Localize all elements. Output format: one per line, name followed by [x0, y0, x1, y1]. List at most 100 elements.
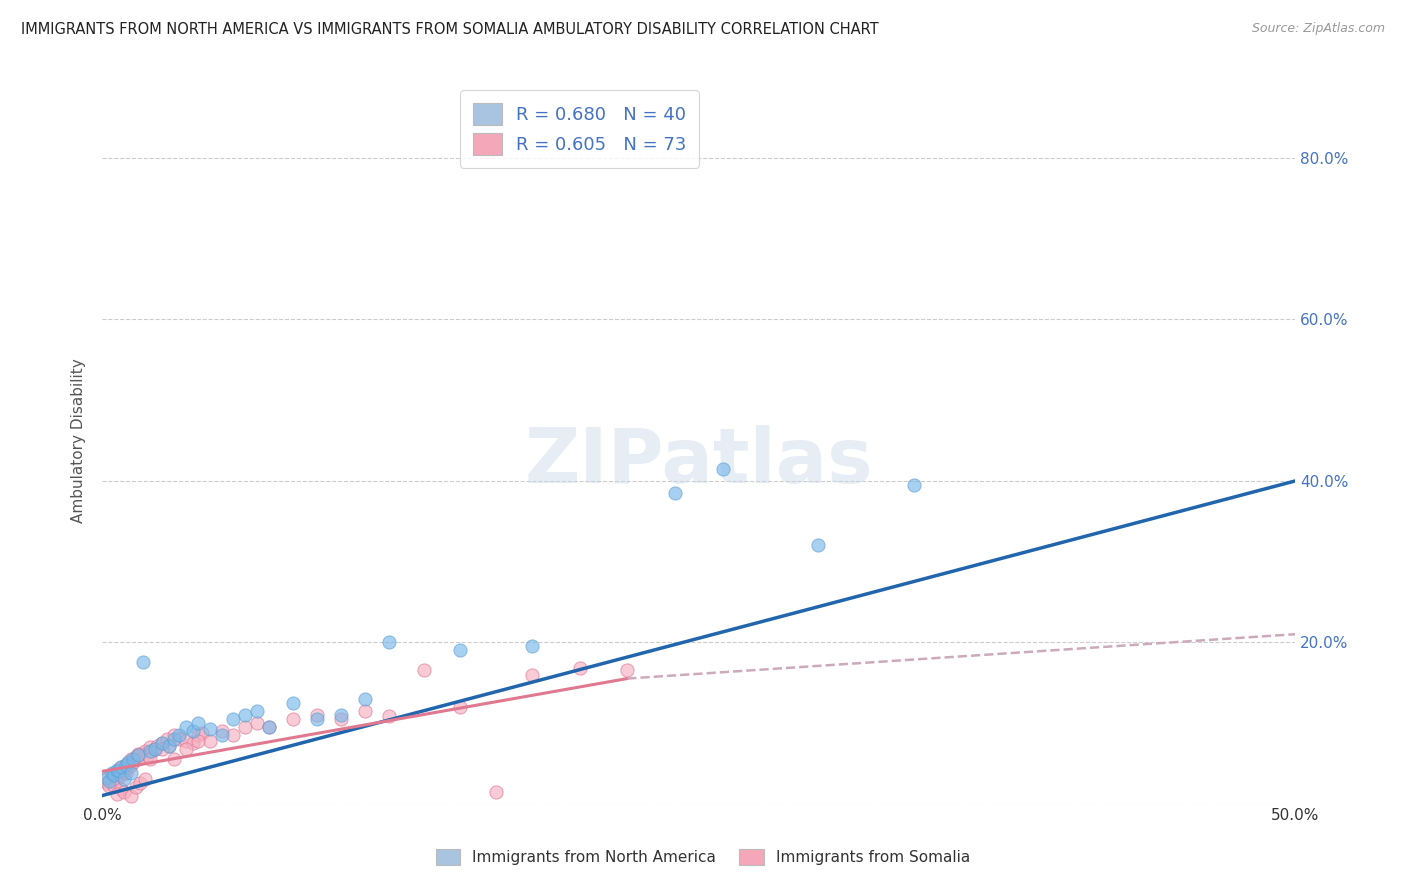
Point	[449, 699, 471, 714]
Point	[211, 728, 233, 742]
Point	[112, 784, 135, 798]
Point	[187, 715, 209, 730]
Point	[112, 764, 135, 779]
Point	[377, 635, 399, 649]
Point	[117, 756, 139, 771]
Point	[181, 736, 204, 750]
Point	[122, 755, 145, 769]
Point	[132, 656, 155, 670]
Point	[616, 664, 638, 678]
Point	[96, 776, 118, 790]
Point	[120, 757, 142, 772]
Point	[100, 774, 122, 789]
Point	[98, 774, 121, 789]
Point	[235, 720, 257, 734]
Point	[139, 752, 162, 766]
Point	[134, 744, 156, 758]
Point	[163, 728, 186, 742]
Point	[103, 768, 125, 782]
Point	[139, 744, 162, 758]
Point	[150, 736, 173, 750]
Point	[115, 757, 138, 772]
Point	[105, 764, 128, 779]
Point	[353, 691, 375, 706]
Point	[150, 736, 173, 750]
Point	[329, 712, 352, 726]
Point	[711, 462, 734, 476]
Point	[903, 478, 925, 492]
Point	[98, 779, 121, 793]
Point	[198, 723, 221, 737]
Point	[174, 733, 197, 747]
Point	[187, 733, 209, 747]
Point	[122, 752, 145, 766]
Point	[664, 486, 686, 500]
Point	[108, 764, 131, 779]
Point	[112, 772, 135, 787]
Point	[129, 747, 152, 761]
Point	[211, 724, 233, 739]
Point	[143, 741, 166, 756]
Point	[568, 661, 591, 675]
Text: Source: ZipAtlas.com: Source: ZipAtlas.com	[1251, 22, 1385, 36]
Point	[103, 779, 125, 793]
Point	[181, 724, 204, 739]
Point	[115, 757, 138, 772]
Point	[127, 748, 149, 763]
Point	[120, 789, 142, 803]
Point	[120, 752, 142, 766]
Point	[115, 766, 138, 780]
Point	[108, 763, 131, 777]
Point	[136, 748, 159, 763]
Legend: R = 0.680   N = 40, R = 0.605   N = 73: R = 0.680 N = 40, R = 0.605 N = 73	[460, 90, 699, 168]
Text: ZIPatlas: ZIPatlas	[524, 425, 873, 500]
Point	[143, 741, 166, 756]
Legend: Immigrants from North America, Immigrants from Somalia: Immigrants from North America, Immigrant…	[430, 843, 976, 871]
Point	[174, 741, 197, 756]
Point	[117, 755, 139, 769]
Point	[413, 664, 436, 678]
Point	[146, 739, 169, 753]
Point	[167, 732, 190, 747]
Point	[110, 760, 132, 774]
Point	[157, 739, 180, 753]
Point	[281, 712, 304, 726]
Text: IMMIGRANTS FROM NORTH AMERICA VS IMMIGRANTS FROM SOMALIA AMBULATORY DISABILITY C: IMMIGRANTS FROM NORTH AMERICA VS IMMIGRA…	[21, 22, 879, 37]
Point	[449, 643, 471, 657]
Point	[377, 709, 399, 723]
Point	[103, 768, 125, 782]
Point	[259, 720, 281, 734]
Point	[198, 733, 221, 747]
Point	[222, 728, 245, 742]
Point	[124, 749, 146, 764]
Point	[222, 712, 245, 726]
Point	[246, 704, 269, 718]
Point	[163, 732, 186, 747]
Point	[108, 766, 131, 780]
Point	[105, 787, 128, 801]
Point	[187, 728, 209, 742]
Point	[110, 760, 132, 774]
Point	[191, 725, 214, 739]
Point	[246, 715, 269, 730]
Point	[105, 763, 128, 777]
Point	[281, 696, 304, 710]
Point	[163, 752, 186, 766]
Point	[120, 766, 142, 780]
Point	[259, 720, 281, 734]
Point	[93, 772, 115, 787]
Point	[807, 538, 830, 552]
Point	[353, 704, 375, 718]
Y-axis label: Ambulatory Disability: Ambulatory Disability	[72, 359, 86, 523]
Point	[124, 780, 146, 795]
Point	[100, 766, 122, 780]
Point	[157, 739, 180, 753]
Point	[167, 728, 190, 742]
Point	[127, 752, 149, 766]
Point	[110, 768, 132, 782]
Point	[156, 732, 179, 747]
Point	[305, 712, 328, 726]
Point	[485, 784, 508, 798]
Point	[129, 776, 152, 790]
Point	[127, 747, 149, 761]
